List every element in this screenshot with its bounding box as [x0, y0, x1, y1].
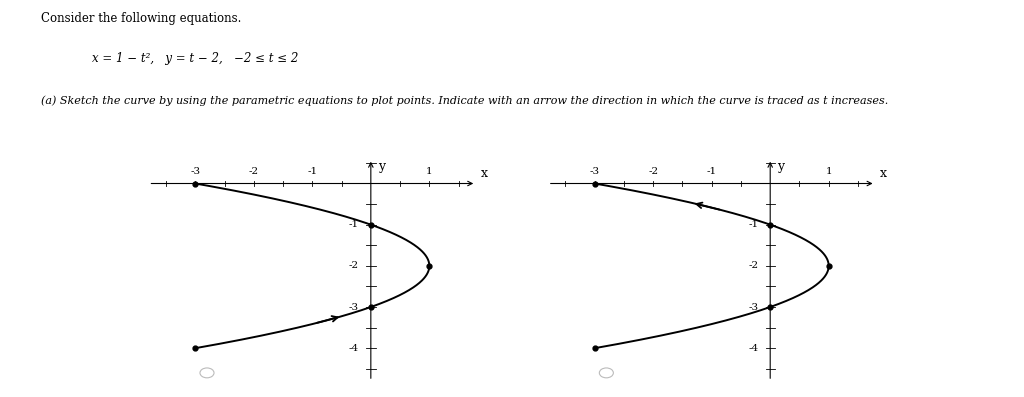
Text: -2: -2 [249, 167, 259, 176]
Text: -1: -1 [349, 220, 359, 229]
Text: x: x [881, 167, 887, 180]
Text: 1: 1 [426, 167, 433, 176]
Text: Consider the following equations.: Consider the following equations. [41, 12, 242, 25]
Text: -3: -3 [749, 303, 759, 312]
Text: 1: 1 [825, 167, 833, 176]
Text: -2: -2 [648, 167, 658, 176]
Text: -2: -2 [349, 261, 359, 270]
Text: -3: -3 [190, 167, 201, 176]
Text: (a) Sketch the curve by using the parametric equations to plot points. Indicate : (a) Sketch the curve by using the parame… [41, 95, 888, 106]
Text: y: y [378, 160, 385, 173]
Text: y: y [777, 160, 784, 173]
Text: -1: -1 [707, 167, 717, 176]
Text: -3: -3 [590, 167, 600, 176]
Text: x = 1 − t²,   y = t − 2,   −2 ≤ t ≤ 2: x = 1 − t², y = t − 2, −2 ≤ t ≤ 2 [92, 52, 299, 65]
Text: -4: -4 [749, 344, 759, 353]
Text: -3: -3 [349, 303, 359, 312]
Text: -4: -4 [349, 344, 359, 353]
Text: x: x [481, 167, 487, 180]
Text: -2: -2 [749, 261, 759, 270]
Text: -1: -1 [749, 220, 759, 229]
Text: -1: -1 [307, 167, 317, 176]
